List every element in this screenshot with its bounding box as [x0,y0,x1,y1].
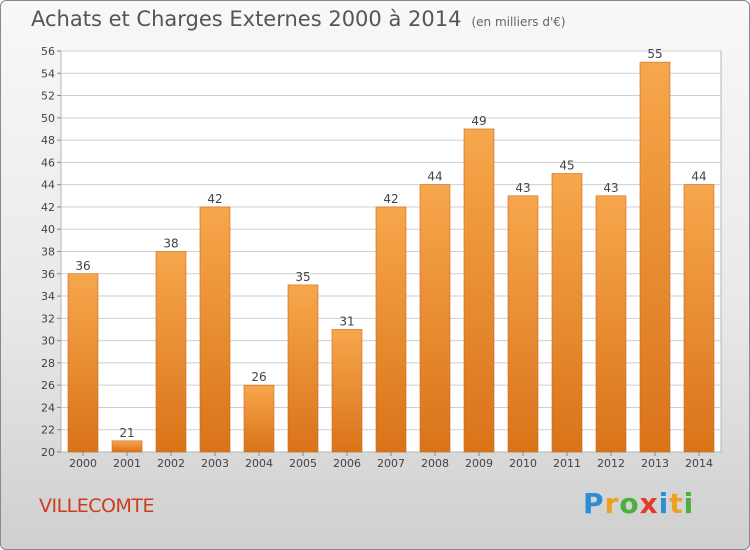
bar [551,173,583,453]
y-tick-label: 44 [41,179,55,192]
y-tick-label: 54 [41,67,55,80]
bar [683,184,715,453]
y-tick-label: 42 [41,201,55,214]
y-tick-label: 20 [41,446,55,459]
y-tick-label: 50 [41,112,55,125]
bar [243,384,275,453]
data-label: 42 [207,192,222,206]
data-label: 36 [75,259,90,273]
data-labels: 36 21 38 42 26 35 31 42 44 49 43 45 43 55 44 [75,47,706,440]
x-tick-label: 2011 [553,457,581,470]
data-label: 31 [339,314,354,328]
x-tick-label: 2000 [69,457,97,470]
bar [375,206,407,453]
x-tick-label: 2007 [377,457,405,470]
y-tick-label: 52 [41,90,55,103]
data-label: 49 [471,114,486,128]
data-label: 42 [383,192,398,206]
x-tick-label: 2006 [333,457,361,470]
bar [155,251,187,453]
bar [463,128,495,453]
x-tick-label: 2010 [509,457,537,470]
y-tick-label: 28 [41,357,55,370]
bar [595,195,627,453]
chart-title: Achats et Charges Externes 2000 à 2014 (e… [31,7,566,31]
data-label: 38 [163,237,178,251]
x-tick-label: 2002 [157,457,185,470]
data-label: 43 [603,181,618,195]
x-tick-label: 2013 [641,457,669,470]
x-tick-label: 2001 [113,457,141,470]
data-label: 21 [119,426,134,440]
y-tick-label: 30 [41,335,55,348]
data-label: 55 [647,47,662,61]
logo-letter: i [683,487,695,520]
bars [67,61,715,453]
y-tick-label: 56 [41,45,55,58]
x-tick-label: 2005 [289,457,317,470]
bar [331,329,363,453]
data-label: 44 [691,170,706,184]
bar [507,195,539,453]
place-name: VILLECOMTE [39,495,155,517]
bar [639,61,671,453]
x-tick-label: 2009 [465,457,493,470]
y-tick-label: 26 [41,379,55,392]
x-tick-label: 2012 [597,457,625,470]
y-tick-label: 36 [41,268,55,281]
x-tick-label: 2003 [201,457,229,470]
x-tick-label: 2014 [685,457,713,470]
bar [419,184,451,453]
y-axis: 20 22 24 26 28 30 32 34 36 38 40 42 44 46 48 50 52 54 56 [41,45,61,459]
logo-letter: o [619,487,640,520]
logo-letter: x [639,487,659,520]
chart-title-text: Achats et Charges Externes 2000 à 2014 [31,7,462,31]
y-tick-label: 32 [41,312,55,325]
logo-letter: i [658,487,670,520]
y-tick-label: 38 [41,246,55,259]
y-tick-label: 48 [41,134,55,147]
chart-subtitle: (en milliers d'€) [471,15,566,29]
proxiti-logo[interactable]: Proxiti [583,487,694,520]
data-label: 35 [295,270,310,284]
x-axis: 2000 2001 2002 2003 2004 2005 2006 2007 2008 2009… [69,452,713,470]
bar [287,284,319,453]
y-tick-label: 34 [41,290,55,303]
data-label: 45 [559,159,574,173]
data-label: 43 [515,181,530,195]
x-tick-label: 2008 [421,457,449,470]
data-label: 44 [427,170,442,184]
y-tick-label: 40 [41,223,55,236]
logo-letter: r [604,487,620,520]
bar [111,440,143,453]
y-tick-label: 24 [41,401,55,414]
logo-letter: t [669,487,684,520]
x-tick-label: 2004 [245,457,273,470]
logo-letter: P [583,487,605,520]
data-label: 26 [251,370,266,384]
bar [199,206,231,453]
y-tick-label: 22 [41,424,55,437]
y-tick-label: 46 [41,156,55,169]
bar [67,273,99,453]
